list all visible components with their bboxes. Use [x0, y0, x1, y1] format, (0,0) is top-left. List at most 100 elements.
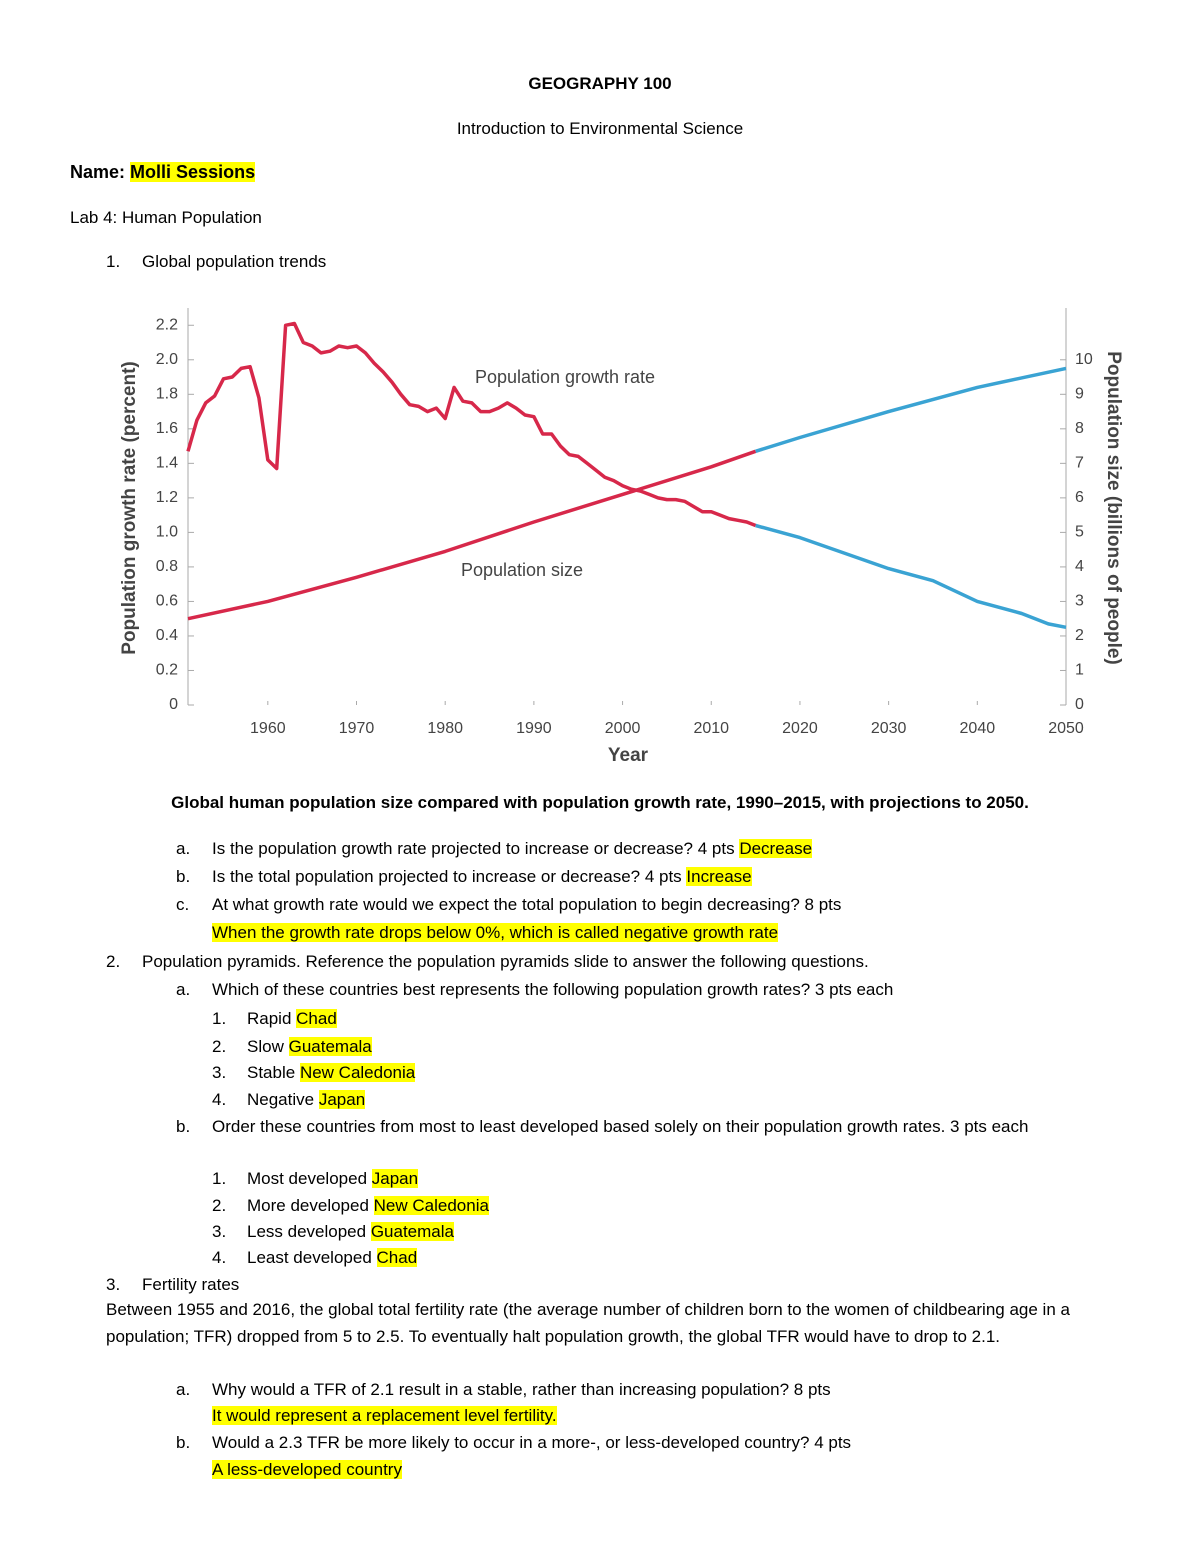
- x-tick-label: 2050: [1048, 720, 1084, 737]
- list-entry: More developed New Caledonia: [247, 1194, 489, 1218]
- item-letter: b.: [176, 1117, 191, 1136]
- list-label: Less developed: [247, 1222, 367, 1241]
- y2-tick-label: 4: [1075, 558, 1084, 575]
- item-text: Is the total population projected to inc…: [212, 865, 752, 889]
- y2-tick-label: 7: [1075, 455, 1084, 472]
- question: Order these countries from most to least…: [212, 1117, 1029, 1136]
- question: Why would a TFR of 2.1 result in a stabl…: [212, 1380, 831, 1399]
- list-number: 2.: [212, 1037, 227, 1056]
- y2-tick-label: 6: [1075, 489, 1084, 506]
- item-letter: b.: [176, 1433, 191, 1452]
- answer: New Caledonia: [373, 1196, 489, 1215]
- answer: Japan: [318, 1090, 366, 1109]
- list-number: 2.: [212, 1196, 227, 1215]
- chart: 0 0.2 0.4 0.6 0.8 1.0 1.2 1.4 1.6 1.8 2.0 2.2 0 1 2 3 4 5…: [119, 308, 1124, 766]
- name-value: Molli Sessions: [130, 162, 256, 182]
- y-tick-label: 2.2: [156, 316, 178, 333]
- list-number: 1.: [212, 1009, 227, 1028]
- list-entry: Negative Japan: [247, 1088, 366, 1112]
- item-text: Is the population growth rate projected …: [212, 837, 813, 861]
- x-tick-label: 2010: [693, 720, 729, 737]
- answer: Guatemala: [370, 1222, 454, 1241]
- y-tick-label: 1.2: [156, 489, 178, 506]
- list-number: 4.: [212, 1090, 227, 1109]
- x-tick-label: 2020: [782, 720, 818, 737]
- x-tick-label: 2040: [960, 720, 996, 737]
- series-line: [755, 523, 1067, 630]
- lab-title: Lab 4: Human Population: [70, 208, 262, 227]
- list-number: 3.: [212, 1222, 227, 1241]
- x-tick-label: 2030: [871, 720, 907, 737]
- q2-number: 2.: [106, 952, 121, 971]
- y2-tick-label: 3: [1075, 593, 1084, 610]
- answer-line: It would represent a replacement level f…: [212, 1404, 557, 1428]
- subtitle: Introduction to Environmental Science: [456, 119, 744, 138]
- x-tick-label: 1970: [339, 720, 375, 737]
- x-axis-title: Year: [608, 745, 649, 766]
- y-tick-label: 0.4: [156, 627, 178, 644]
- title: GEOGRAPHY 100: [528, 74, 672, 93]
- y-axis-title: Population growth rate (percent): [119, 361, 140, 654]
- answer: It would represent a replacement level f…: [212, 1406, 557, 1425]
- series-line: [755, 366, 1067, 453]
- q1-number: 1.: [106, 252, 121, 271]
- item-letter: a.: [176, 1380, 191, 1399]
- list-label: Most developed: [247, 1169, 368, 1188]
- list-label: More developed: [247, 1196, 369, 1215]
- chart-caption: Global human population size compared wi…: [171, 793, 1029, 812]
- x-tick-label: 1960: [250, 720, 286, 737]
- item-letter: b.: [176, 867, 191, 886]
- answer: Increase: [686, 867, 752, 886]
- y2-tick-label: 8: [1075, 420, 1084, 437]
- y2-tick-label: 9: [1075, 386, 1084, 403]
- paragraph: Between 1955 and 2016, the global total …: [106, 1300, 1070, 1346]
- question: Is the population growth rate projected …: [212, 839, 735, 858]
- name-label: Name:: [70, 162, 126, 182]
- y-tick-label: 1.4: [156, 455, 178, 472]
- answer-line: When the growth rate drops below 0%, whi…: [212, 921, 779, 945]
- list-label: Least developed: [247, 1248, 372, 1267]
- item-letter: c.: [176, 895, 190, 914]
- y-tick-label: 1.0: [156, 524, 178, 541]
- list-label: Negative: [247, 1090, 315, 1109]
- answer: Chad: [376, 1248, 418, 1267]
- q3-number: 3.: [106, 1275, 121, 1294]
- y2-tick-label: 1: [1075, 662, 1084, 679]
- answer: Decrease: [739, 839, 813, 858]
- y-tick-label: 0.6: [156, 593, 178, 610]
- list-number: 4.: [212, 1248, 227, 1267]
- list-label: Rapid: [247, 1009, 292, 1028]
- series-annotation: Population size: [461, 560, 583, 580]
- list-entry: Rapid Chad: [247, 1007, 337, 1031]
- list-entry: Slow Guatemala: [247, 1035, 372, 1059]
- y-tick-label: 1.6: [156, 420, 178, 437]
- q2-title: Population pyramids. Reference the popul…: [142, 952, 869, 971]
- answer: When the growth rate drops below 0%, whi…: [212, 923, 779, 942]
- y-tick-label: 2.0: [156, 351, 178, 368]
- y2-tick-label: 10: [1075, 351, 1093, 368]
- list-number: 3.: [212, 1063, 227, 1082]
- series-line: [187, 449, 757, 621]
- y2-tick-label: 2: [1075, 627, 1084, 644]
- x-tick-label: 2000: [605, 720, 641, 737]
- y-tick-label: 0.2: [156, 662, 178, 679]
- item-letter: a.: [176, 839, 191, 858]
- q1-title: Global population trends: [142, 252, 327, 271]
- question: Is the total population projected to inc…: [212, 867, 682, 886]
- answer: Japan: [371, 1169, 419, 1188]
- y-tick-label: 0.8: [156, 558, 178, 575]
- series-annotation: Population growth rate: [475, 367, 655, 387]
- list-entry: Most developed Japan: [247, 1167, 419, 1191]
- list-label: Stable: [247, 1063, 296, 1082]
- list-entry: Least developed Chad: [247, 1246, 418, 1270]
- x-tick-label: 1980: [427, 720, 463, 737]
- series-line: [186, 321, 757, 528]
- question: At what growth rate would we expect the …: [212, 895, 842, 914]
- y-tick-label: 1.8: [156, 386, 178, 403]
- x-tick-label: 1990: [516, 720, 552, 737]
- y2-axis-title: Population size (billions of people): [1103, 351, 1124, 665]
- q3-title: Fertility rates: [142, 1275, 240, 1294]
- answer: New Caledonia: [299, 1063, 416, 1082]
- question: Which of these countries best represents…: [212, 980, 894, 999]
